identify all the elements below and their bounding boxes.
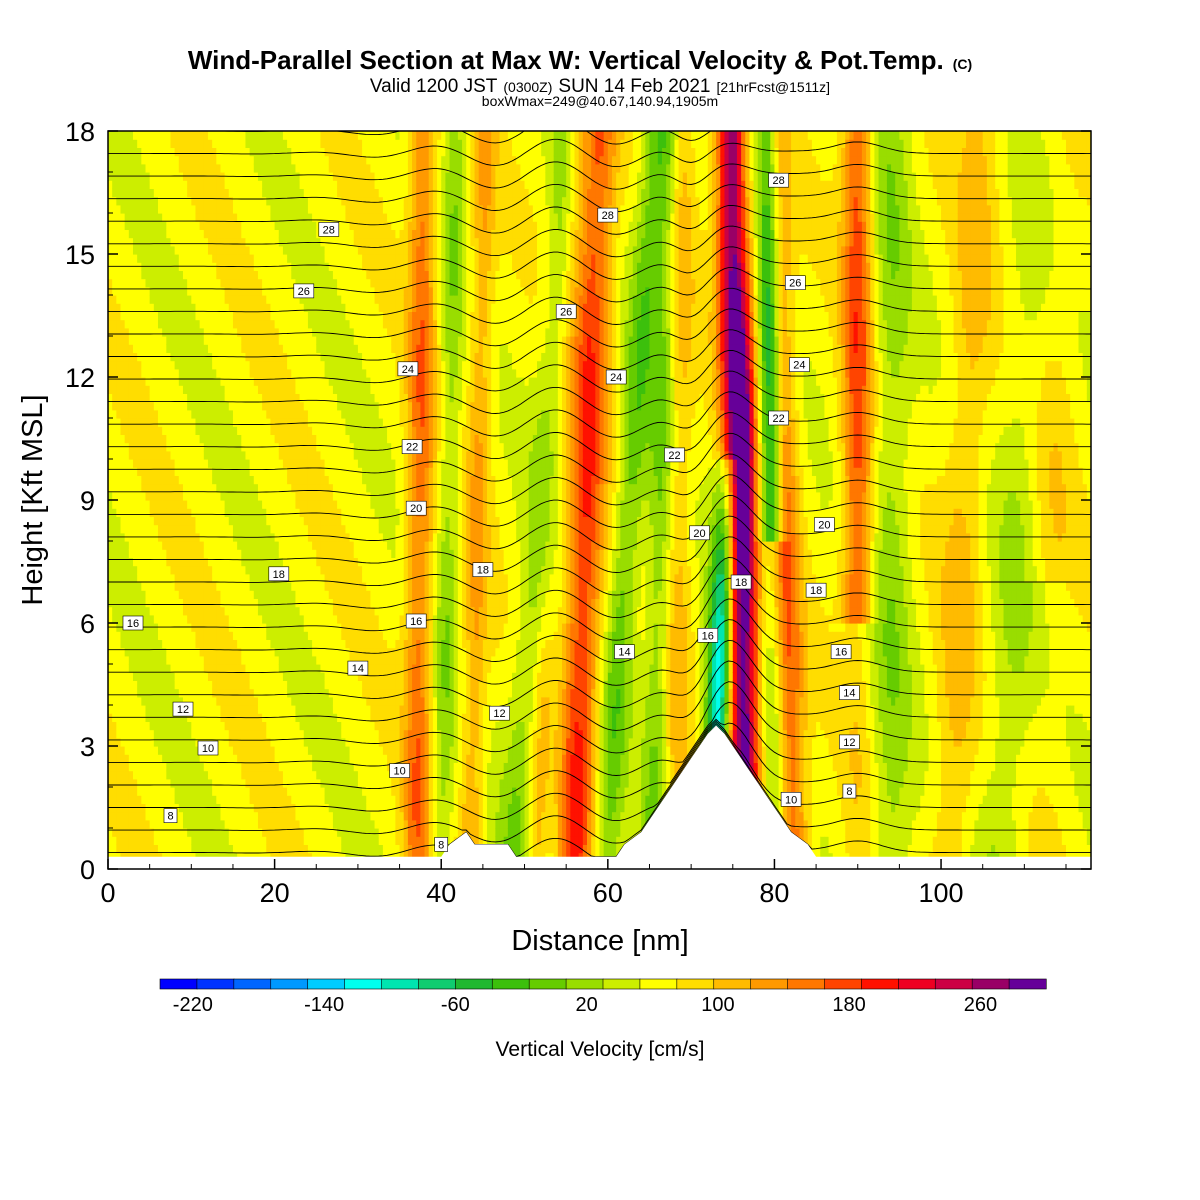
theta-contour-label: 22 (769, 411, 789, 425)
colorbar-tick-label: 100 (701, 994, 734, 1016)
theta-contour-label: 26 (556, 304, 576, 318)
theta-contour-label: 16 (406, 614, 426, 628)
theta-contour-label: 26 (785, 276, 805, 290)
theta-contour-label: 18 (806, 583, 826, 597)
colorbar-swatch (492, 979, 529, 989)
y-tick-label: 9 (80, 486, 95, 516)
theta-contour-label: 8 (843, 784, 856, 798)
colorbar-swatch (898, 979, 935, 989)
x-tick-label: 0 (100, 878, 115, 908)
theta-contour-label: 26 (294, 284, 314, 298)
x-tick-label: 80 (759, 878, 789, 908)
chart-subtitle-2: boxWmax=249@40.67,140.94,1905m (482, 93, 718, 109)
y-tick-label: 12 (65, 363, 95, 393)
theta-contour-label: 12 (490, 706, 510, 720)
colorbar-swatch (234, 979, 271, 989)
y-tick-label: 15 (65, 240, 95, 270)
theta-contour-label: 24 (789, 358, 809, 372)
colorbar-tick-label: -220 (173, 994, 213, 1016)
x-tick-label: 100 (919, 878, 964, 908)
theta-contour-label: 10 (198, 741, 218, 755)
colorbar-swatch (861, 979, 898, 989)
colorbar-swatch (603, 979, 640, 989)
colorbar-swatch (714, 979, 751, 989)
colorbar-swatch (160, 979, 197, 989)
x-axis-label: Distance [nm] (511, 925, 688, 957)
colorbar-swatch (382, 979, 419, 989)
theta-contour-label: 24 (398, 362, 418, 376)
y-tick-label: 0 (80, 855, 95, 885)
theta-contour-label: 18 (473, 563, 493, 577)
theta-contour-label: 20 (814, 518, 834, 532)
theta-contour-label: 12 (173, 702, 193, 716)
colorbar-swatch (972, 979, 1009, 989)
colorbar-tick-label: 180 (832, 994, 865, 1016)
theta-contour-label: 16 (831, 645, 851, 659)
theta-contour-label: 14 (615, 645, 635, 659)
colorbar-swatch (640, 979, 677, 989)
colorbar-swatch (529, 979, 566, 989)
theta-contour-label: 18 (731, 575, 751, 589)
colorbar-swatch (271, 979, 308, 989)
theta-contour-label: 16 (698, 628, 718, 642)
x-tick-label: 40 (426, 878, 456, 908)
theta-contour-label: 28 (769, 173, 789, 187)
theta-contour-label: 20 (406, 501, 426, 515)
y-axis-label: Height [Kft MSL] (17, 394, 49, 605)
theta-contour-label: 20 (690, 526, 710, 540)
colorbar-tick-label: -60 (441, 994, 470, 1016)
colorbar-swatch (455, 979, 492, 989)
colorbar-swatch (345, 979, 382, 989)
theta-contour-label: 22 (402, 440, 422, 454)
theta-contour-label: 28 (598, 208, 618, 222)
theta-contour-label: 14 (839, 686, 859, 700)
colorbar-swatch (308, 979, 345, 989)
colorbar-swatch (677, 979, 714, 989)
theta-contour-label: 14 (348, 661, 368, 675)
theta-contour-label: 8 (164, 809, 177, 823)
y-tick-label: 3 (80, 732, 95, 762)
colorbar-tick-label: 260 (964, 994, 997, 1016)
colorbar: -220 -140 -60 20 100 180 260 (160, 979, 1046, 1016)
colorbar-swatch (788, 979, 825, 989)
colorbar-swatch (418, 979, 455, 989)
theta-contour-label: 10 (390, 764, 410, 778)
vertical-velocity-cross-section-chart: Wind-Parallel Section at Max W: Vertical… (0, 0, 1200, 1200)
theta-contour-label: 18 (269, 567, 289, 581)
colorbar-swatch (566, 979, 603, 989)
y-tick-label: 6 (80, 609, 95, 639)
colorbar-swatch (825, 979, 862, 989)
x-tick-label: 60 (593, 878, 623, 908)
theta-contour-label: 22 (665, 448, 685, 462)
chart-title: Wind-Parallel Section at Max W: Vertical… (188, 45, 972, 75)
theta-contour-label: 28 (319, 222, 339, 236)
colorbar-swatch (197, 979, 234, 989)
theta-contour-label: 10 (781, 792, 801, 806)
colorbar-swatch (935, 979, 972, 989)
theta-contour-label: 16 (123, 616, 143, 630)
colorbar-tick-label: 20 (575, 994, 597, 1016)
theta-contour-label: 24 (606, 370, 626, 384)
theta-contour-label: 12 (839, 735, 859, 749)
colorbar-tick-label: -140 (304, 994, 344, 1016)
colorbar-title: Vertical Velocity [cm/s] (496, 1038, 705, 1061)
colorbar-swatch (1009, 979, 1046, 989)
colorbar-swatch (751, 979, 788, 989)
x-tick-label: 20 (260, 878, 290, 908)
y-tick-label: 18 (65, 117, 95, 147)
theta-contour-label: 8 (435, 837, 448, 851)
